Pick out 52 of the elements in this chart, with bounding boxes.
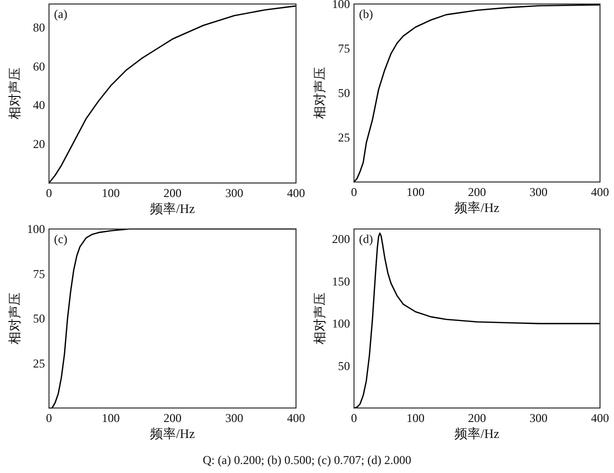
x-tick-label: 300 <box>530 411 548 425</box>
y-axis-title: 相对声压 <box>312 292 327 344</box>
x-tick-label: 200 <box>468 185 486 199</box>
x-axis-title: 频率/Hz <box>454 200 500 215</box>
line-series <box>353 4 601 183</box>
y-tick-label: 75 <box>33 266 45 281</box>
y-tick-label: 100 <box>332 0 350 11</box>
x-tick-label: 400 <box>591 411 609 425</box>
x-tick-label: 100 <box>406 411 424 425</box>
y-tick-label: 40 <box>33 98 45 112</box>
x-tick-label: 0 <box>351 411 357 425</box>
y-tick-label: 100 <box>27 222 45 236</box>
x-tick-label: 0 <box>46 186 52 200</box>
x-tick-label: 300 <box>225 186 244 200</box>
x-tick-label: 300 <box>530 185 548 199</box>
x-axis-title: 频率/Hz <box>454 426 500 441</box>
y-axis-title: 相对声压 <box>7 292 22 344</box>
x-tick-label: 100 <box>102 411 120 425</box>
y-tick-label: 100 <box>332 316 350 331</box>
line-series <box>48 5 297 184</box>
x-tick-label: 200 <box>468 411 486 425</box>
y-axis-title: 相对声压 <box>312 67 327 119</box>
x-tick-label: 400 <box>287 411 305 425</box>
x-tick-label: 0 <box>46 411 52 425</box>
x-tick-label: 300 <box>225 411 244 425</box>
text: Q: (a) 0.200; (b) 0.500; (c) 0.707; (d) 2.000 <box>202 453 412 467</box>
chart-title: (b) <box>359 7 373 21</box>
x-tick-label: 200 <box>164 411 182 425</box>
y-tick-label: 50 <box>338 86 350 100</box>
x-tick-label: 200 <box>164 186 182 200</box>
y-tick-label: 50 <box>338 358 350 373</box>
y-tick-label: 20 <box>33 137 45 152</box>
x-tick-label: 400 <box>287 186 305 200</box>
x-tick-label: 100 <box>102 186 120 200</box>
y-tick-label: 50 <box>33 312 45 326</box>
x-axis-title: 频率/Hz <box>150 426 196 441</box>
y-axis-title: 相对声压 <box>7 68 22 120</box>
y-tick-label: 60 <box>33 59 45 74</box>
x-tick-label: 100 <box>406 185 424 199</box>
x-tick-label: 400 <box>591 185 609 199</box>
y-tick-label: 150 <box>332 274 350 288</box>
y-tick-label: 25 <box>33 356 45 370</box>
y-tick-label: 80 <box>33 20 45 34</box>
chart-title: (c) <box>54 232 68 246</box>
x-tick-label: 0 <box>351 185 357 199</box>
x-axis-title: 频率/Hz <box>150 201 196 216</box>
y-tick-label: 75 <box>338 42 350 56</box>
line-series <box>353 232 601 409</box>
chart-title: (d) <box>359 232 373 246</box>
chart-title: (a) <box>54 7 68 21</box>
y-tick-label: 25 <box>338 130 350 144</box>
y-tick-label: 200 <box>332 232 350 246</box>
